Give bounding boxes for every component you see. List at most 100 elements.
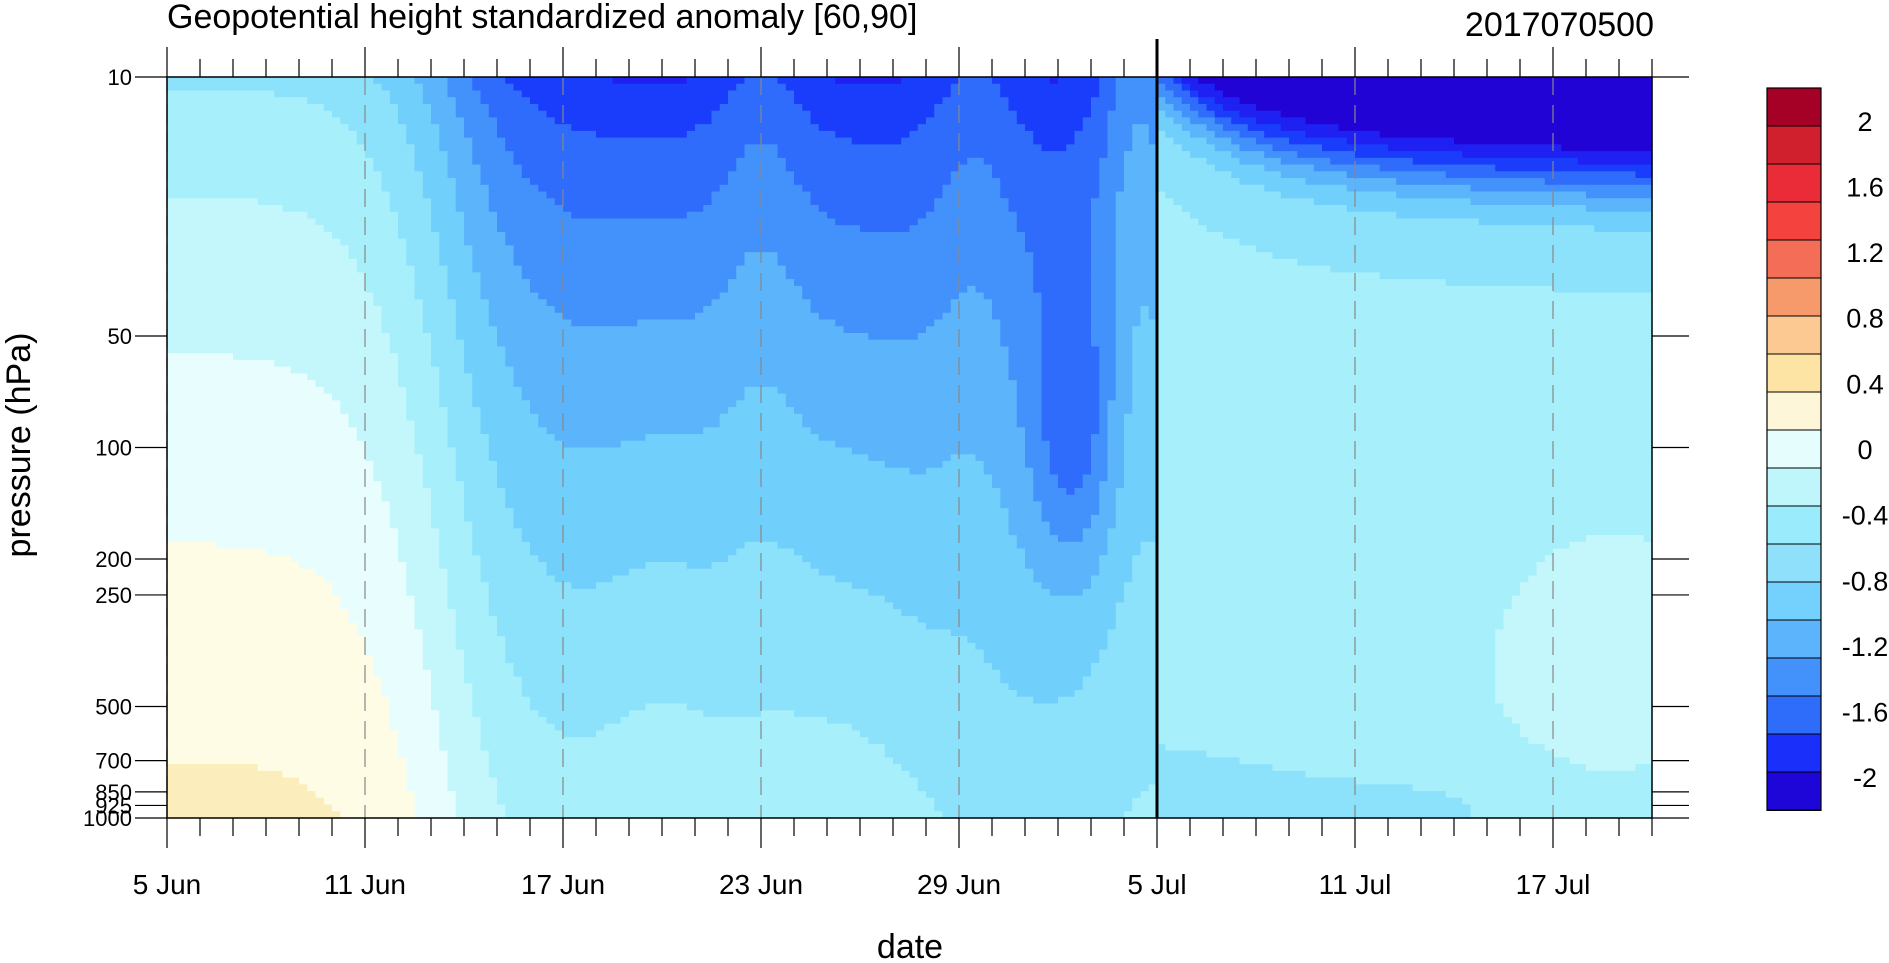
contour-band — [398, 528, 440, 536]
contour-band — [818, 434, 1026, 442]
contour-band — [167, 649, 366, 657]
contour-band — [1033, 481, 1059, 489]
contour-band — [1066, 487, 1076, 496]
contour-band — [497, 130, 597, 139]
colorbar-swatch — [1766, 733, 1822, 773]
contour-band — [851, 137, 902, 145]
contour-band — [1041, 386, 1100, 395]
contour-band — [1157, 588, 1521, 597]
contour-band — [1157, 346, 1653, 354]
contour-band — [513, 245, 1026, 253]
contour-band — [464, 481, 498, 489]
contour-band — [1577, 157, 1653, 166]
contour-band — [1355, 777, 1653, 785]
contour-band — [431, 353, 465, 361]
contour-band — [1091, 339, 1117, 348]
contour-band — [538, 103, 721, 112]
y-tick-label: 700 — [95, 749, 132, 774]
contour-band — [348, 413, 407, 422]
contour-band — [1016, 386, 1043, 395]
contour-band — [389, 191, 424, 199]
contour-band — [1091, 326, 1117, 334]
contour-band — [167, 460, 374, 469]
contour-band — [1157, 447, 1653, 455]
contour-band — [340, 238, 407, 247]
contour-band — [1503, 703, 1653, 711]
contour-band — [1412, 784, 1653, 792]
contour-band — [414, 791, 457, 799]
contour-band — [901, 609, 1117, 617]
contour-band — [992, 164, 1100, 172]
contour-band — [1041, 312, 1092, 321]
contour-band — [1157, 144, 1183, 152]
contour-band — [1157, 130, 1166, 139]
contour-band — [1165, 191, 1282, 199]
contour-band — [472, 386, 523, 395]
plot-fill — [167, 77, 1653, 819]
contour-band — [455, 198, 490, 206]
y-tick-label: 50 — [108, 324, 132, 349]
contour-band — [571, 319, 638, 327]
contour-band — [1214, 117, 1232, 125]
contour-band — [1157, 319, 1653, 327]
colorbar-swatch — [1766, 695, 1822, 735]
contour-band — [1478, 218, 1653, 226]
contour-band — [1157, 434, 1653, 442]
contour-band — [1074, 690, 1158, 698]
contour-band — [992, 299, 1043, 307]
contour-band — [472, 548, 531, 556]
contour-band — [447, 427, 482, 435]
contour-band — [340, 602, 416, 610]
contour-band — [546, 562, 647, 570]
contour-band — [554, 306, 704, 314]
contour-band — [1157, 609, 1505, 617]
contour-band — [1157, 791, 1447, 799]
contour-band — [431, 487, 465, 496]
contour-band — [1124, 413, 1158, 422]
contour-band — [777, 151, 1109, 159]
contour-band — [1041, 413, 1100, 422]
contour-band — [1239, 97, 1653, 105]
contour-band — [431, 346, 465, 354]
contour-band — [884, 743, 1166, 752]
contour-band — [794, 178, 952, 186]
contour-band — [414, 797, 457, 806]
contour-band — [1091, 292, 1117, 300]
contour-band — [1025, 440, 1051, 449]
contour-band — [1462, 151, 1653, 159]
contour-band — [1256, 245, 1653, 253]
contour-band — [1041, 400, 1100, 408]
contour-band — [381, 481, 424, 489]
contour-band — [1239, 144, 1274, 152]
contour-band — [1157, 676, 1496, 684]
contour-band — [439, 386, 473, 395]
contour-band — [340, 400, 407, 408]
contour-band — [414, 151, 449, 159]
contour-band — [1132, 124, 1150, 132]
contour-band — [563, 312, 696, 321]
contour-band — [389, 696, 432, 705]
contour-band — [1041, 407, 1100, 415]
contour-band — [1033, 575, 1092, 583]
contour-band — [1157, 683, 1496, 691]
contour-band — [167, 164, 374, 172]
contour-band — [167, 225, 325, 233]
contour-band — [431, 703, 473, 711]
contour-band — [414, 292, 449, 300]
contour-band — [406, 386, 440, 395]
contour-band — [1008, 353, 1043, 361]
contour-band — [1132, 366, 1158, 374]
contour-band — [167, 97, 308, 105]
contour-band — [546, 191, 713, 199]
contour-band — [1173, 198, 1315, 206]
contour-band — [488, 770, 911, 779]
contour-band — [455, 332, 498, 341]
contour-band — [1091, 575, 1133, 583]
contour-band — [1025, 555, 1100, 563]
contour-band — [992, 312, 1043, 321]
contour-band — [167, 380, 317, 388]
contour-band — [414, 164, 449, 172]
contour-band — [637, 319, 836, 327]
contour-band — [530, 97, 729, 105]
contour-band — [1470, 811, 1653, 819]
